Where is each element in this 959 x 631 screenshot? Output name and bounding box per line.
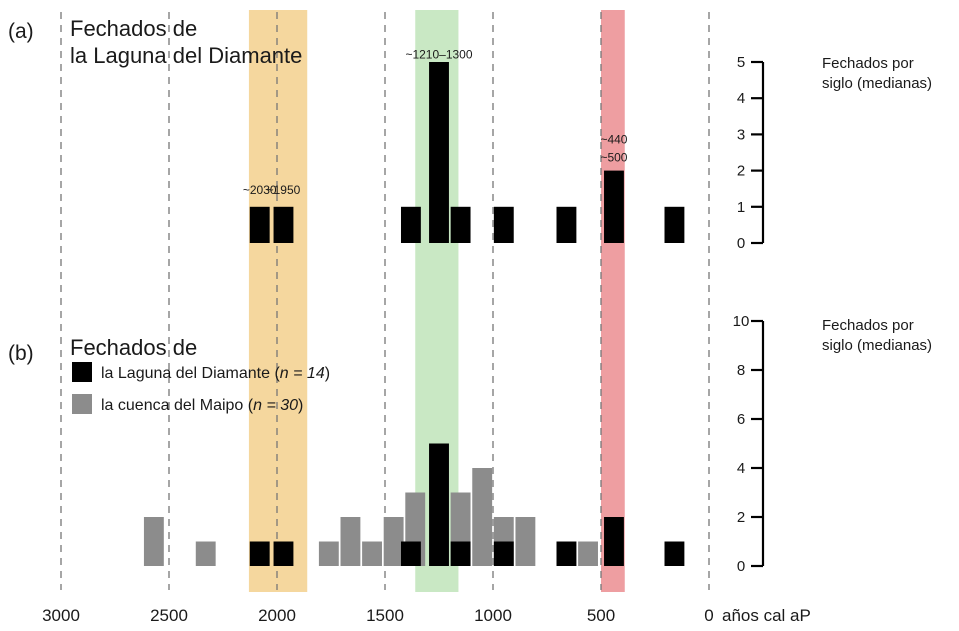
bar-p1-diamante-160 [664, 206, 685, 243]
bar-p2-maipo-1560 [362, 541, 382, 566]
y-tick-label-2-2: 2 [737, 509, 745, 526]
panel-label-2: (b) [8, 342, 34, 365]
legend-label-2: la cuenca del Maipo (n = 30) [101, 397, 303, 414]
bar-p2-diamante-1150 [450, 541, 471, 566]
x-tick-label-0: 0 [704, 606, 713, 625]
legend: la Laguna del Diamante (n = 14) la cuenca… [72, 362, 330, 414]
bar-p1-diamante-1150 [450, 206, 471, 243]
x-gridlines [60, 12, 710, 590]
y-tick-label-1-0: 0 [737, 235, 745, 252]
bars [143, 62, 685, 566]
legend-label-1: la Laguna del Diamante (n = 14) [101, 365, 330, 382]
bar-p2-diamante-660 [556, 541, 577, 566]
x-tick-label-1500: 1500 [366, 606, 404, 625]
bar-p1-diamante-950 [493, 206, 514, 243]
x-tick-label-3000: 3000 [42, 606, 80, 625]
bar-p2-diamante-440 [604, 517, 624, 566]
highlight-band-3 [601, 10, 625, 592]
x-tick-label-1000: 1000 [474, 606, 512, 625]
panel-label-1: (a) [8, 20, 34, 43]
legend-swatch-1 [72, 362, 92, 382]
bar-p2-diamante-1970 [273, 541, 294, 566]
bar-p1-diamante-1250 [429, 62, 449, 243]
bar-p1-diamante-1380 [400, 206, 421, 243]
y-axis-title-1-line-1: Fechados por [822, 55, 914, 72]
highlight-band-1 [248, 10, 308, 592]
bar-p2-maipo-560 [578, 541, 598, 566]
y-axis-title-2-line-2: siglo (medianas) [822, 337, 932, 354]
bar-p2-diamante-1380 [400, 541, 421, 566]
bar-p2-maipo-1660 [340, 517, 361, 566]
bar-p1-diamante-1970 [273, 206, 294, 243]
bar-p2-diamante-2080 [249, 541, 270, 566]
panel-title-1-line-2: la Laguna del Diamante [70, 43, 302, 68]
highlight-bands [248, 10, 625, 592]
y-tick-label-2-0: 0 [737, 558, 745, 575]
bar-p2-maipo-1460 [383, 517, 404, 566]
y-tick-label-1-2: 2 [737, 163, 745, 180]
annotation-5: ~500 [600, 151, 627, 165]
annotation-4: ~440 [600, 132, 627, 146]
y-tick-label-1-4: 4 [737, 90, 745, 107]
bar-p1-diamante-2080 [249, 206, 270, 243]
bar-p2-diamante-950 [493, 541, 514, 566]
bar-p2-maipo-1760 [318, 541, 339, 566]
y-axis-title-1-line-2: siglo (medianas) [822, 75, 932, 92]
x-axis-title: años cal aP [722, 606, 811, 625]
y-tick-label-1-3: 3 [737, 126, 745, 143]
x-tick-label-2500: 2500 [150, 606, 188, 625]
bar-p2-maipo-2570 [143, 517, 164, 566]
chart-text: 3000 2500 2000 1500 1000 500 0 años cal aP(a) Fe… [8, 16, 932, 625]
panel-title-1-line-1: Fechados de [70, 16, 197, 41]
y-tick-label-2-10: 10 [733, 313, 750, 330]
annotation-3: ~1210–1300 [405, 47, 472, 61]
y-axis-title-2-line-1: Fechados por [822, 317, 914, 334]
x-tick-label-2000: 2000 [258, 606, 296, 625]
bar-p2-maipo-2330 [195, 541, 216, 566]
x-tick-label-500: 500 [587, 606, 615, 625]
bar-p1-diamante-660 [556, 206, 577, 243]
bar-p1-diamante-440 [604, 170, 624, 243]
y-tick-label-1-1: 1 [737, 199, 745, 216]
y-tick-label-2-8: 8 [737, 362, 745, 379]
bar-p2-maipo-850 [515, 517, 536, 566]
bar-p2-maipo-1050 [472, 468, 493, 566]
y-tick-label-2-6: 6 [737, 411, 745, 428]
annotation-1: ~2030 [243, 183, 277, 197]
y-tick-label-2-4: 4 [737, 460, 745, 477]
bar-p2-diamante-160 [664, 541, 685, 566]
panel-title-2-line-1: Fechados de [70, 335, 197, 360]
bar-p2-diamante-1250 [429, 443, 449, 566]
legend-swatch-2 [72, 394, 92, 414]
annotation-2: ~1950 [267, 183, 301, 197]
y-tick-label-1-5: 5 [737, 54, 745, 71]
y-axes [751, 60, 765, 568]
